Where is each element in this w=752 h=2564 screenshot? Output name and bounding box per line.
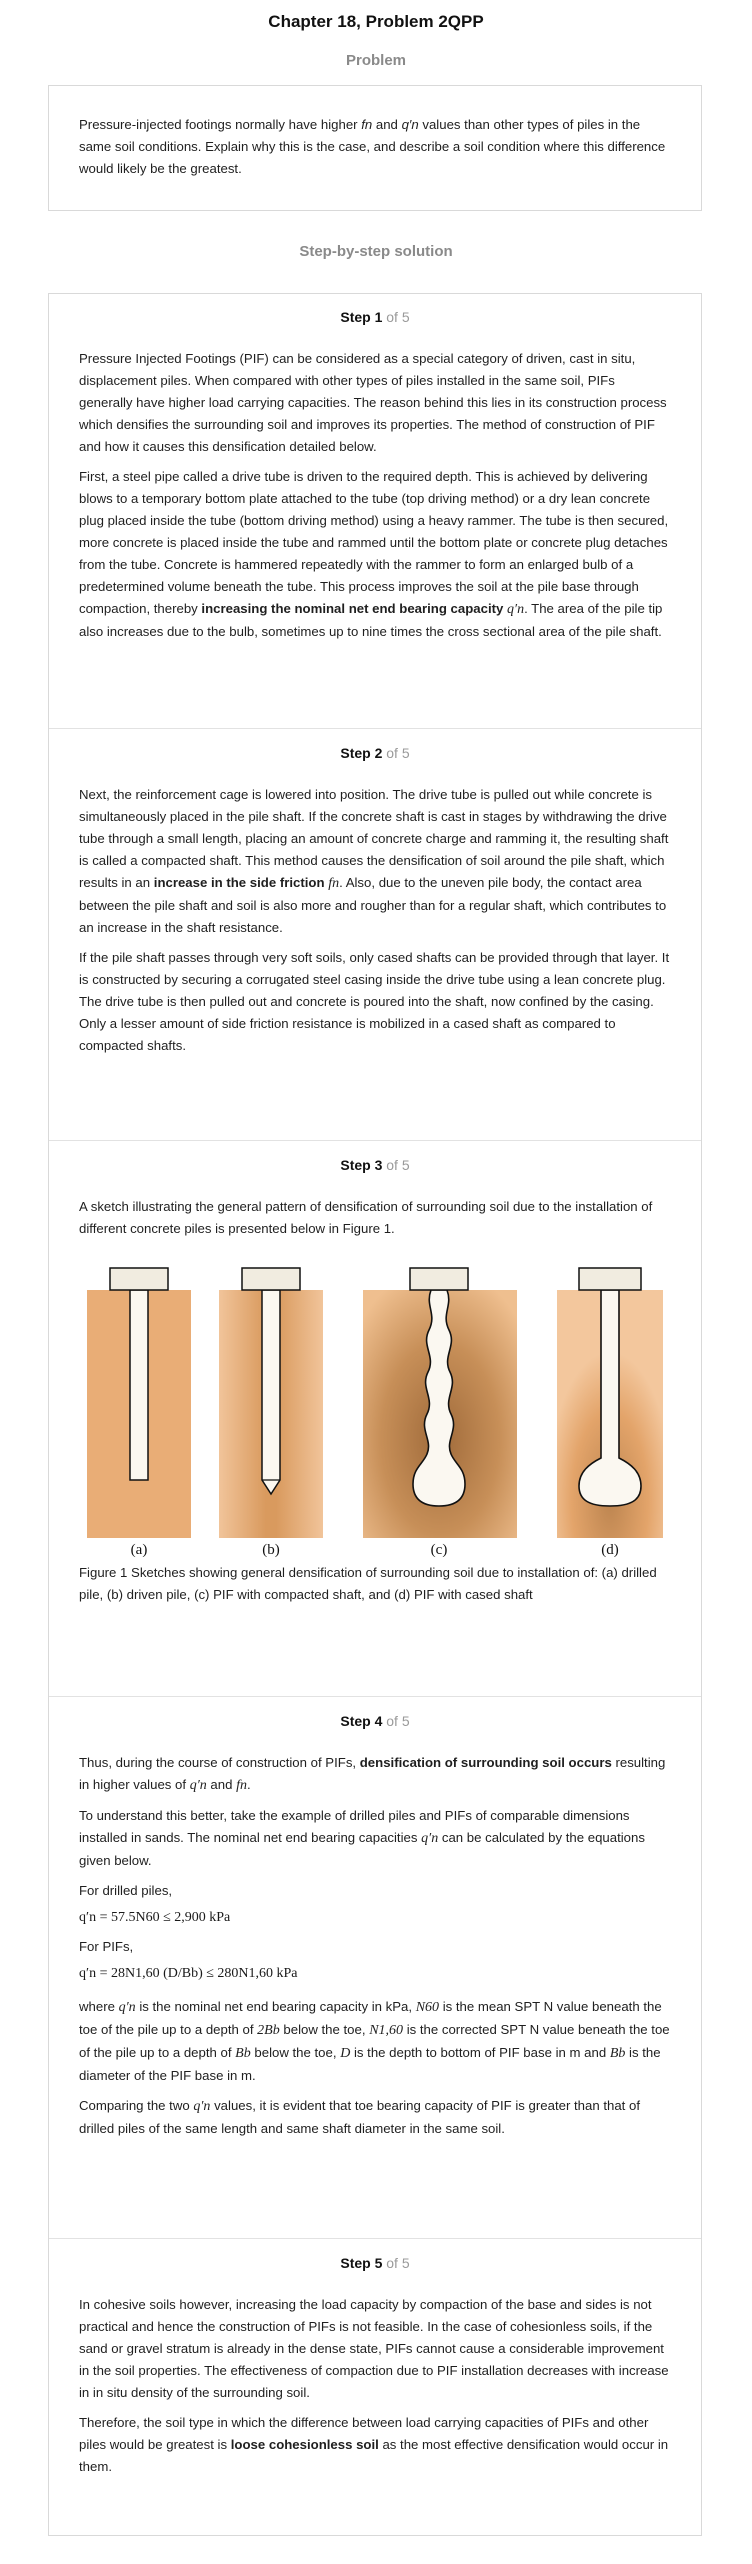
step-4-comparison: Comparing the two q′n values, it is evid… [79, 2098, 640, 2136]
step-4-paragraph-1: Thus, during the course of construction … [79, 1755, 666, 1793]
sketch-c-pif-compacted-shaft [363, 1267, 517, 1538]
step-5-heading: Step 5 of 5 [340, 2255, 410, 2271]
step-5-paragraph-2: Therefore, the soil type in which the di… [79, 2415, 669, 2474]
step-3: Step 3 of 5 A sketch illustrating the ge… [49, 1154, 701, 1614]
step-1-heading: Step 1 of 5 [340, 309, 410, 325]
step-1-paragraph-2: First, a steel pipe called a drive tube … [79, 469, 669, 639]
pif-label: For PIFs, [79, 1939, 134, 1954]
equation-pif: q′n = 28N1,60 (D/Bb) ≤ 280N1,60 kPa [79, 1966, 298, 1981]
step-4: Step 4 of 5 Thus, during the course of c… [49, 1710, 701, 2148]
step-1: Step 1 of 5 Pressure Injected Footings (… [49, 306, 701, 651]
divider [49, 728, 701, 729]
problem-heading: Problem [345, 52, 406, 69]
fn-symbol: fn [328, 876, 340, 891]
fn-symbol: fn [361, 117, 373, 132]
problem-text: Pressure-injected footings normally have… [79, 117, 666, 176]
qn-symbol: q′n [507, 602, 525, 617]
step-1-paragraph-1: Pressure Injected Footings (PIF) can be … [79, 351, 667, 454]
figure-label-d: (d) [601, 1542, 619, 1558]
solution-heading: Step-by-step solution [299, 243, 453, 260]
figure-label-c: (c) [431, 1542, 448, 1558]
sketch-d-pif-cased-shaft [557, 1267, 663, 1538]
pile-densification-figure: (a) (b) (c) (d) [87, 1267, 663, 1558]
step-2-heading: Step 2 of 5 [340, 745, 410, 761]
problem-card: Pressure-injected footings normally have… [48, 85, 702, 211]
step-4-where: where q′n is the nominal net end bearing… [79, 1999, 670, 2083]
solution-card: Step 1 of 5 Pressure Injected Footings (… [48, 293, 702, 2536]
page-title: Chapter 18, Problem 2QPP [268, 12, 484, 31]
divider [49, 1140, 701, 1141]
step-2-paragraph-1: Next, the reinforcement cage is lowered … [79, 787, 669, 935]
sketch-b-driven-pile [219, 1267, 323, 1538]
step-4-heading: Step 4 of 5 [340, 1713, 410, 1729]
equation-drilled: q′n = 57.5N60 ≤ 2,900 kPa [79, 1910, 231, 1925]
step-4-paragraph-2: To understand this better, take the exam… [79, 1808, 645, 1868]
sketch-a-drilled-pile [87, 1267, 191, 1538]
step-2: Step 2 of 5 Next, the reinforcement cage… [49, 742, 701, 1065]
qn-symbol: q′n [401, 117, 419, 132]
divider [49, 1696, 701, 1697]
divider [49, 2238, 701, 2239]
step-5-paragraph-1: In cohesive soils however, increasing th… [79, 2297, 669, 2400]
step-2-paragraph-2: If the pile shaft passes through very so… [79, 950, 670, 1053]
step-3-paragraph-1: A sketch illustrating the general patter… [79, 1199, 653, 1236]
figure-label-a: (a) [131, 1542, 148, 1558]
drilled-piles-label: For drilled piles, [79, 1883, 173, 1898]
step-3-heading: Step 3 of 5 [340, 1157, 410, 1173]
figure-caption: Figure 1 Sketches showing general densif… [79, 1565, 657, 1602]
figure-label-b: (b) [262, 1542, 280, 1558]
step-5: Step 5 of 5 In cohesive soils however, i… [49, 2252, 701, 2486]
